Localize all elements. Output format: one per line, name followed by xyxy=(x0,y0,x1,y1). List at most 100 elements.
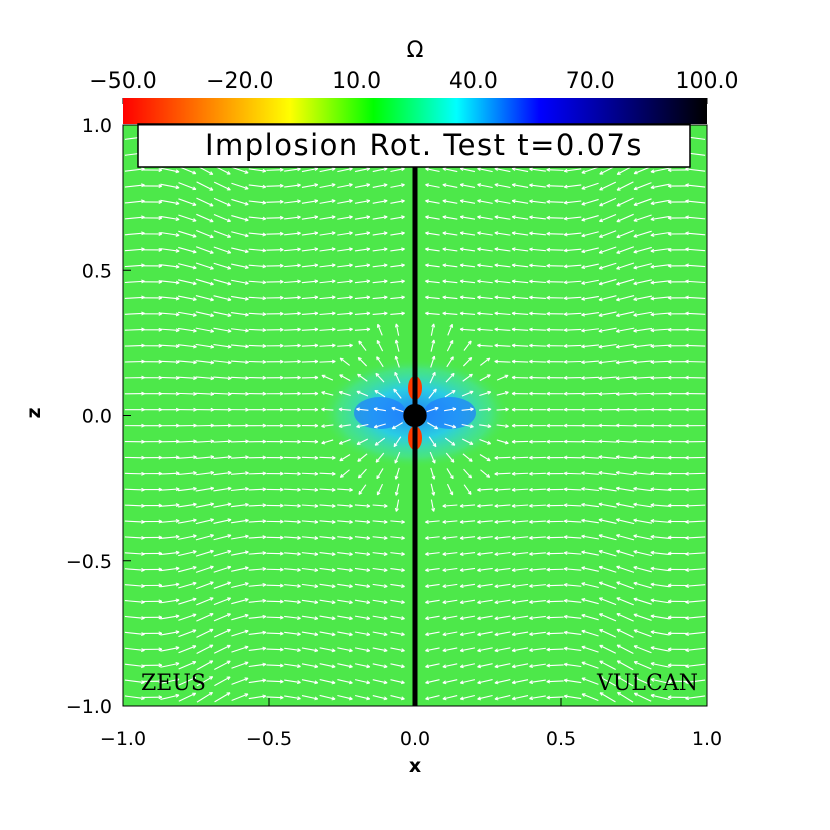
vector-arrowhead xyxy=(546,647,551,652)
vector-arrowhead xyxy=(442,680,447,685)
velocity-vector xyxy=(477,536,493,539)
velocity-vector xyxy=(177,456,197,459)
velocity-vector xyxy=(124,552,145,555)
vector-arrowhead xyxy=(650,217,655,221)
velocity-vector xyxy=(633,456,653,459)
vector-arrowhead xyxy=(529,247,533,252)
vector-arrowhead xyxy=(192,629,197,634)
vector-arrowhead xyxy=(262,184,267,189)
velocity-vector xyxy=(390,599,405,604)
velocity-vector xyxy=(337,328,353,331)
vector-arrowhead xyxy=(192,613,197,618)
velocity-vector xyxy=(529,184,546,188)
vector-arrowhead xyxy=(394,355,399,360)
vector-arrowhead xyxy=(331,311,336,316)
vector-arrowhead xyxy=(321,424,325,428)
velocity-vector xyxy=(124,216,145,220)
vector-arrowhead xyxy=(158,631,163,636)
velocity-vector xyxy=(581,519,599,524)
velocity-vector xyxy=(354,694,370,700)
velocity-vector xyxy=(564,360,582,363)
velocity-vector xyxy=(685,663,706,668)
vector-arrowhead xyxy=(667,311,672,316)
velocity-vector xyxy=(581,215,599,221)
vector-arrowhead xyxy=(650,391,655,396)
vector-arrowhead xyxy=(314,455,319,460)
vector-arrowhead xyxy=(262,344,267,348)
vector-arrowhead xyxy=(394,371,398,376)
velocity-vector xyxy=(230,440,249,443)
velocity-vector xyxy=(581,247,599,253)
velocity-vector xyxy=(231,247,249,253)
vector-arrowhead xyxy=(175,201,180,206)
vector-arrowhead xyxy=(650,614,655,619)
vector-arrowhead xyxy=(529,295,533,300)
velocity-vector xyxy=(230,392,249,395)
vector-arrowhead xyxy=(279,311,284,316)
vector-arrowhead xyxy=(175,471,180,476)
vector-arrowhead xyxy=(434,406,439,411)
velocity-vector xyxy=(512,360,529,363)
vector-arrowhead xyxy=(262,535,267,540)
vector-arrowhead xyxy=(244,534,249,539)
vector-arrowhead xyxy=(349,536,353,540)
velocity-vector xyxy=(581,263,599,269)
vector-arrowhead xyxy=(425,584,429,589)
velocity-vector xyxy=(230,472,249,475)
colorbar-tick-label: 100.0 xyxy=(676,69,739,94)
vector-arrowhead xyxy=(297,696,301,701)
velocity-vector xyxy=(177,376,197,379)
velocity-vector xyxy=(301,248,318,252)
vector-arrowhead xyxy=(546,231,551,236)
vector-arrowhead xyxy=(477,327,481,332)
vector-arrowhead xyxy=(349,616,353,621)
vector-arrowhead xyxy=(511,664,516,669)
velocity-vector xyxy=(598,519,617,525)
vector-arrowhead xyxy=(511,279,516,284)
vector-arrowhead xyxy=(581,328,585,333)
velocity-vector xyxy=(616,327,635,333)
vector-arrowhead xyxy=(511,616,516,621)
velocity-vector xyxy=(546,696,564,699)
vector-arrowhead xyxy=(546,471,551,476)
velocity-vector xyxy=(390,695,405,700)
velocity-vector xyxy=(372,679,388,684)
velocity-vector xyxy=(494,328,511,331)
vector-arrowhead xyxy=(314,471,319,476)
velocity-vector xyxy=(213,534,232,541)
vector-arrowhead xyxy=(477,295,481,300)
velocity-vector xyxy=(529,679,546,684)
velocity-vector xyxy=(160,567,180,572)
vector-arrowhead xyxy=(685,311,689,316)
vector-arrowhead xyxy=(400,664,405,669)
velocity-vector xyxy=(581,582,599,589)
vector-arrowhead xyxy=(546,295,551,300)
vector-arrowhead xyxy=(511,343,516,348)
velocity-vector xyxy=(529,663,546,668)
velocity-vector xyxy=(598,534,617,541)
vector-arrowhead xyxy=(349,231,353,236)
vector-arrowhead xyxy=(685,471,689,476)
vector-arrowhead xyxy=(425,519,429,524)
velocity-vector xyxy=(195,471,214,476)
velocity-vector xyxy=(376,468,384,480)
velocity-vector xyxy=(301,296,318,300)
vector-arrowhead xyxy=(314,680,319,685)
velocity-vector xyxy=(460,599,476,604)
velocity-vector xyxy=(650,694,670,700)
vector-arrowhead xyxy=(394,339,399,344)
velocity-vector xyxy=(512,663,529,668)
x-axis-label: x xyxy=(409,755,421,777)
core-left-lobe xyxy=(354,397,406,429)
vector-arrowhead xyxy=(633,550,638,554)
vector-arrowhead xyxy=(314,503,319,508)
vector-arrowhead xyxy=(331,215,336,220)
vector-arrowhead xyxy=(563,359,568,364)
colorbar-tick-label: 10.0 xyxy=(332,69,381,94)
velocity-vector xyxy=(390,280,405,284)
vector-arrowhead xyxy=(546,455,551,460)
velocity-vector xyxy=(375,372,385,383)
velocity-vector xyxy=(231,614,249,621)
vector-arrowhead xyxy=(581,455,585,460)
vector-arrowhead xyxy=(633,502,638,507)
